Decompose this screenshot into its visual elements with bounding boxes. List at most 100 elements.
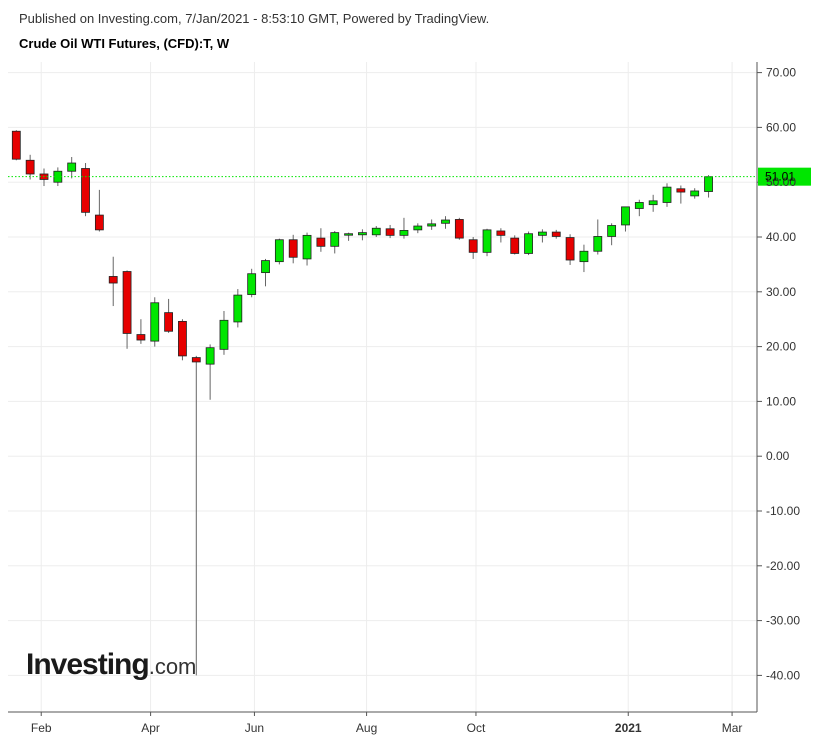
candle-body [385, 228, 395, 236]
y-tick-label: 70.00 [766, 66, 796, 80]
candle-body [136, 334, 146, 341]
x-tick-label: Jun [245, 721, 264, 735]
candle-down [510, 235, 520, 255]
y-tick-label: -30.00 [766, 614, 800, 628]
candle-up [441, 216, 450, 229]
candle-body [690, 190, 700, 197]
candle-up [344, 232, 353, 241]
candle-up [704, 175, 713, 198]
candle-body [593, 236, 603, 252]
candle-body [274, 239, 284, 263]
candle-down [81, 163, 90, 217]
x-tick-label: Oct [467, 721, 486, 735]
candle-body [621, 206, 630, 226]
y-tick-label: 10.00 [766, 394, 796, 408]
candle-down [496, 228, 506, 243]
last-price-badge [758, 167, 811, 186]
candle-up [524, 231, 533, 256]
candle-up [150, 297, 160, 347]
candle-down [454, 217, 464, 240]
candle-body [233, 294, 243, 323]
candle-body [247, 273, 257, 295]
y-tick-label: -20.00 [766, 559, 800, 573]
candle-body [205, 347, 215, 365]
candle-up [67, 156, 77, 179]
candle-body [676, 188, 686, 193]
candle-body [482, 229, 492, 253]
x-tick-label: Feb [31, 721, 52, 735]
candle-down [551, 229, 561, 239]
candle-body [219, 319, 229, 350]
candle-down [136, 319, 146, 344]
candle-down [191, 355, 201, 676]
tick-labels-layer: 70.00 60.00 50.00 40.00 30.00 20.00 10.00 0.00 -… [31, 66, 800, 735]
candle-body [607, 225, 617, 237]
candle-down [122, 270, 132, 349]
y-tick-label: 40.00 [766, 230, 796, 244]
candle-body [67, 162, 77, 172]
candle-up [399, 217, 409, 239]
candle-up [662, 183, 672, 207]
candle-body [358, 232, 367, 236]
chart-title: Crude Oil WTI Futures, (CFD):T, W [19, 36, 230, 51]
candle-body [330, 232, 340, 247]
candle-up [371, 226, 381, 237]
candles-layer [11, 130, 713, 676]
candle-body [454, 219, 464, 239]
candle-body [11, 130, 21, 160]
candle-body [579, 250, 589, 263]
candle-body [565, 237, 575, 261]
x-tick-label: Apr [141, 721, 160, 735]
candle-down [565, 234, 575, 265]
candle-up [358, 229, 367, 241]
candle-body [164, 312, 173, 332]
candle-body [496, 230, 506, 236]
candle-up [233, 289, 243, 328]
candle-body [634, 202, 644, 209]
candle-body [662, 186, 672, 203]
candle-down [385, 224, 395, 239]
candle-up [247, 268, 257, 298]
candle-down [11, 130, 21, 161]
grid-lines [8, 62, 757, 712]
candle-up [302, 232, 312, 266]
x-tick-label: 2021 [615, 721, 642, 735]
candle-body [510, 237, 520, 254]
candle-down [25, 154, 35, 180]
candle-body [468, 239, 478, 253]
candle-body [427, 223, 437, 227]
candle-up [482, 228, 492, 257]
candle-body [524, 233, 533, 254]
axes-layer [8, 62, 811, 716]
candle-down [94, 189, 104, 232]
candle-body [108, 276, 118, 284]
candle-up [690, 188, 700, 199]
candle-body [25, 159, 35, 175]
candle-up [330, 230, 340, 254]
last-price-label: 51.01 [765, 170, 795, 184]
candle-body [316, 237, 326, 247]
candle-down [108, 256, 118, 307]
candle-down [676, 185, 686, 204]
candle-body [441, 219, 450, 224]
y-tick-label: 0.00 [766, 449, 790, 463]
candle-body [538, 231, 547, 236]
candle-up [621, 206, 630, 232]
candle-down [288, 234, 298, 264]
candle-body [648, 200, 658, 206]
logo-main: Investing [26, 648, 150, 681]
y-tick-label: 60.00 [766, 120, 796, 134]
candle-body [399, 230, 409, 236]
candle-up [413, 223, 423, 234]
candle-up [593, 219, 603, 255]
y-tick-label: 20.00 [766, 340, 796, 354]
candle-up [427, 219, 437, 230]
investing-logo: Investing.com [26, 648, 196, 682]
published-caption: Published on Investing.com, 7/Jan/2021 -… [19, 11, 490, 26]
y-tick-label: -10.00 [766, 504, 800, 518]
candle-body [81, 168, 90, 213]
candle-up [579, 244, 589, 273]
candle-body [413, 225, 423, 231]
candle-body [261, 260, 270, 274]
